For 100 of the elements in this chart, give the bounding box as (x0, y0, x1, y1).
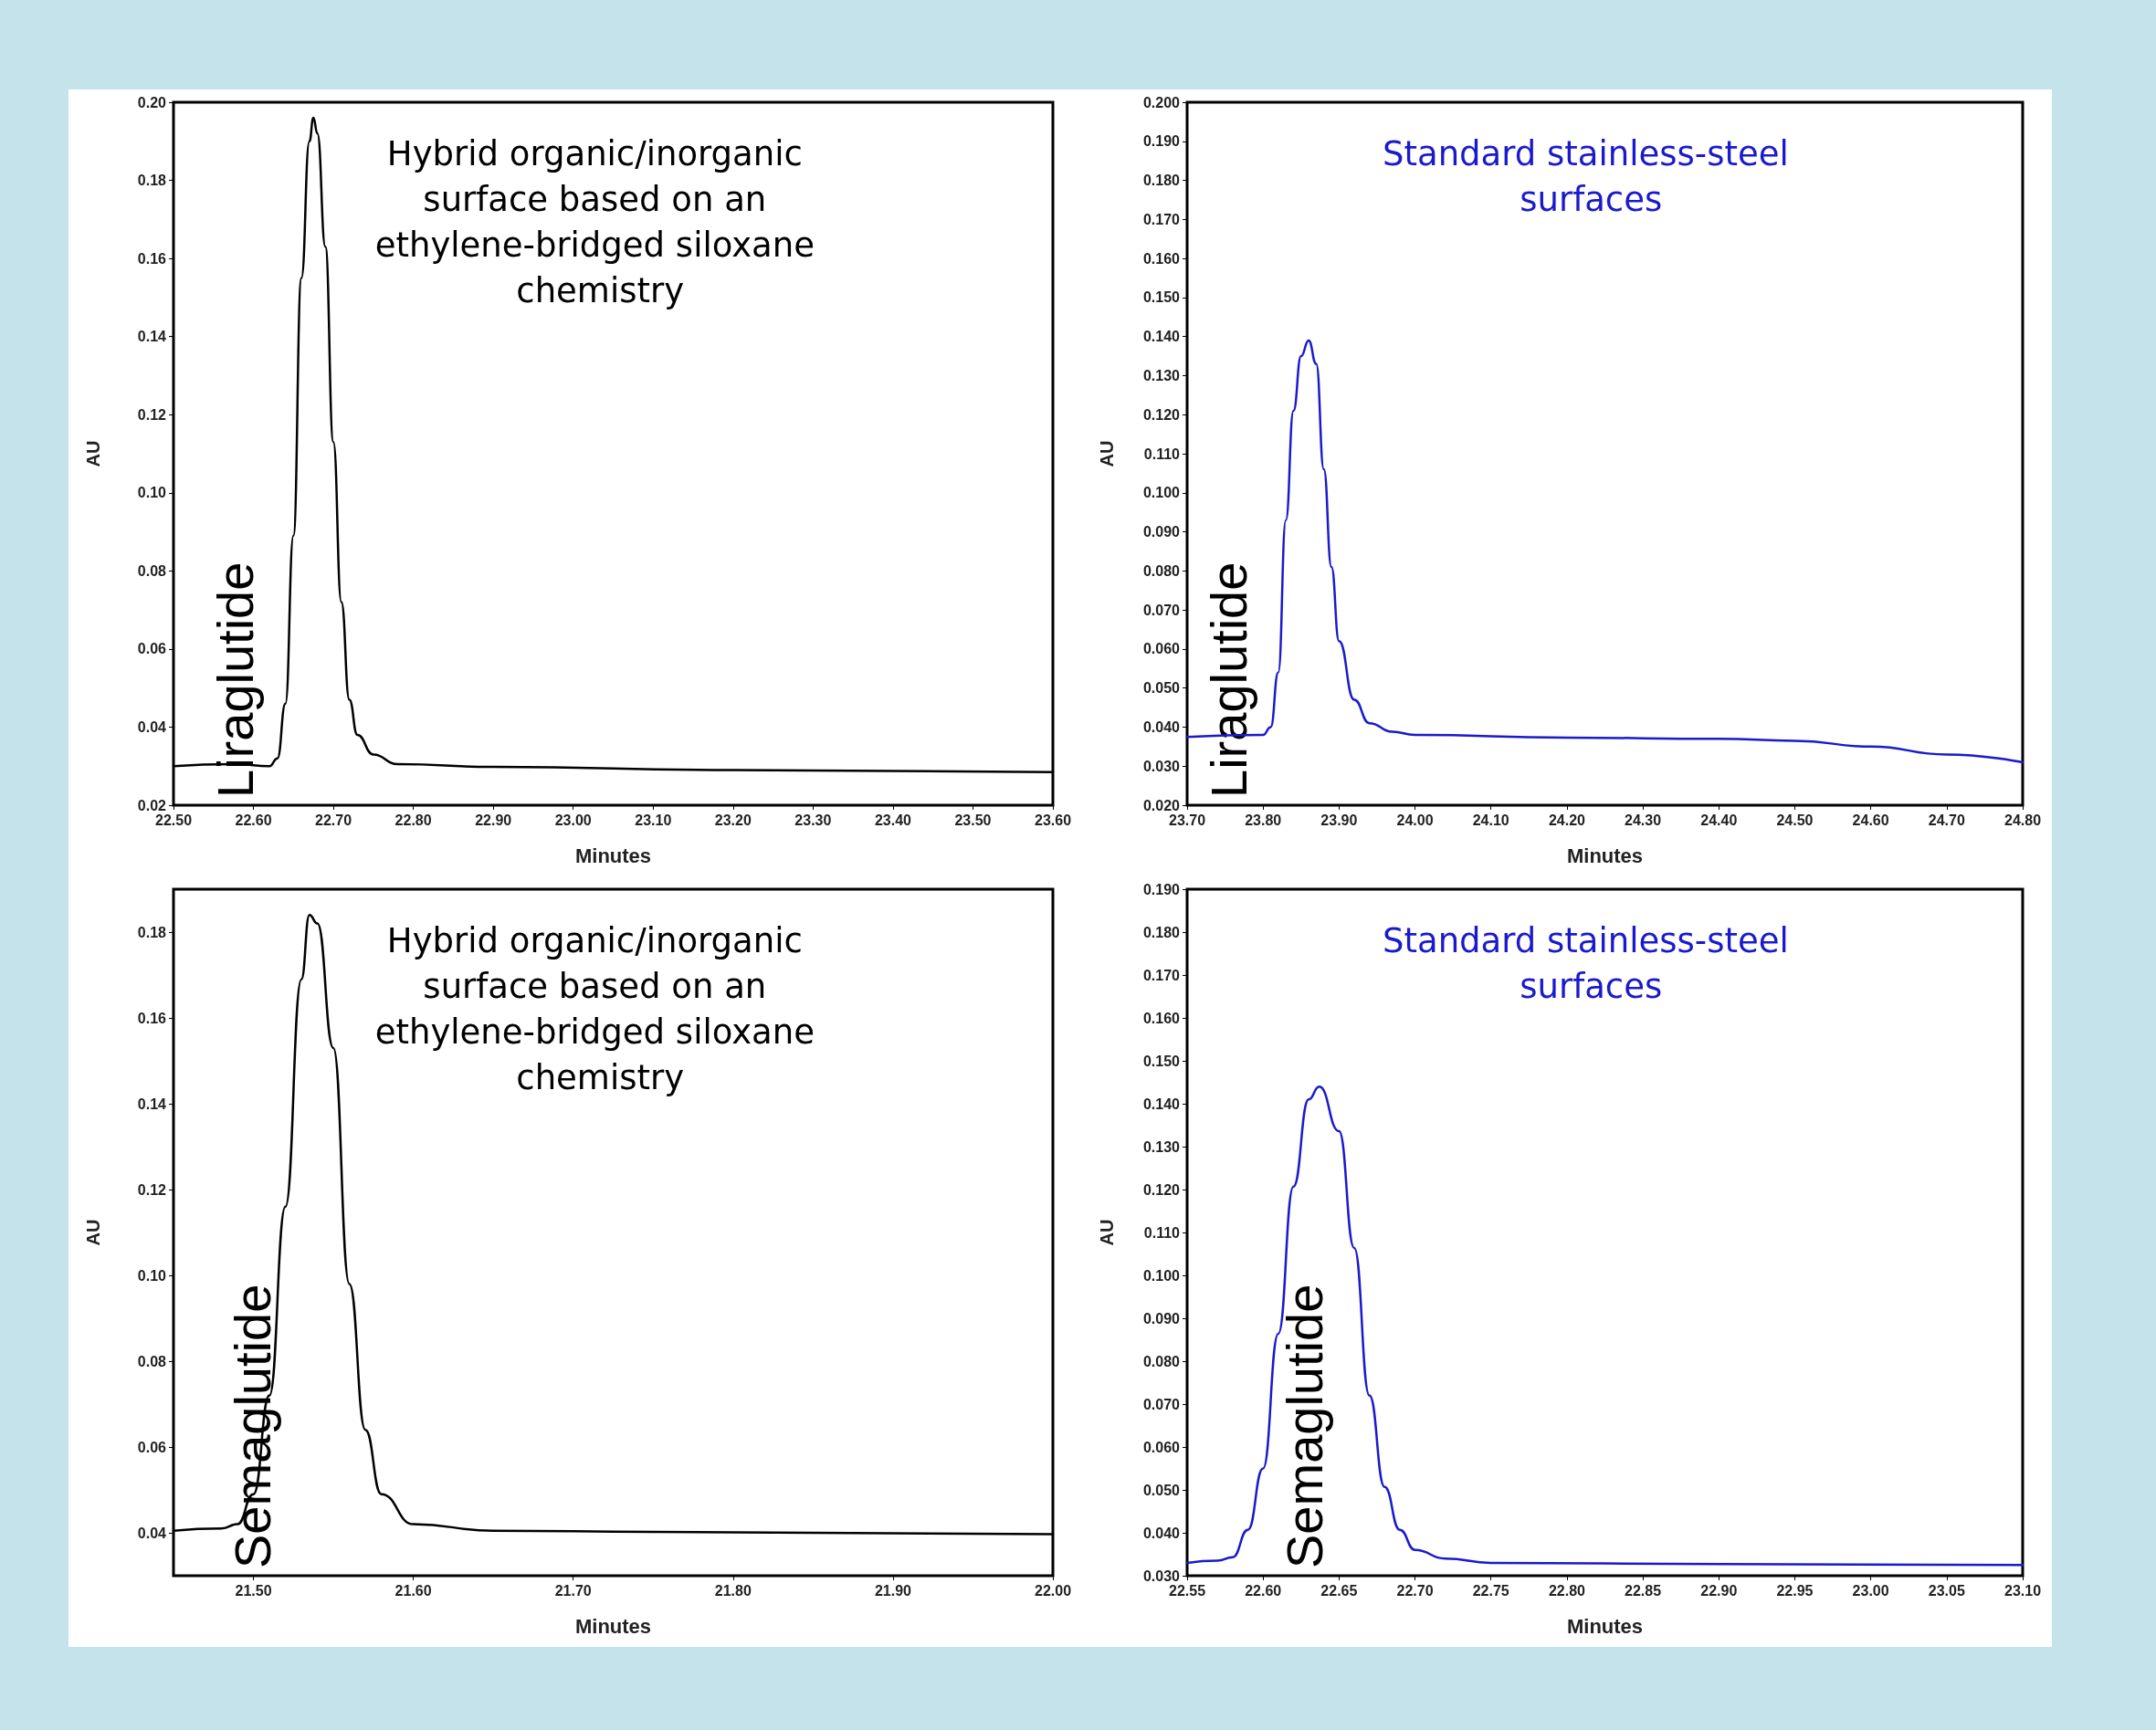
y-tick-label: 0.06 (137, 1439, 167, 1455)
x-tick-label: 24.00 (1396, 812, 1434, 828)
y-tick-label: 0.10 (137, 1267, 167, 1284)
y-tick-label: 0.070 (1142, 1396, 1181, 1412)
y-tick-label: 0.04 (137, 1525, 167, 1541)
y-axis-title: AU (83, 440, 103, 467)
text: Hybrid organic/inorganic surface based on an ethylene-bridged siloxane chemistry (374, 920, 826, 1097)
y-tick-label: 0.18 (137, 173, 167, 189)
y-tick-label: 0.180 (1142, 924, 1181, 940)
y-tick-label: 0.060 (1142, 641, 1181, 657)
y-tick-label: 0.040 (1142, 1525, 1181, 1541)
x-tick-label: 22.80 (394, 812, 432, 828)
x-tick-label: 23.90 (1320, 812, 1358, 828)
x-tick-label: 23.10 (2004, 1582, 2042, 1599)
text: Standard stainless-steel surfaces (1382, 920, 1800, 1006)
y-tick-label: 0.090 (1142, 1310, 1181, 1326)
y-tick-label: 0.130 (1142, 367, 1181, 383)
y-tick-label: 0.14 (137, 329, 167, 345)
x-axis-title: Minutes (574, 1614, 652, 1638)
x-tick-label: 24.80 (2004, 812, 2042, 828)
y-tick-label: 0.160 (1142, 1010, 1181, 1026)
y-tick-label: 0.110 (1143, 446, 1181, 462)
y-tick-label: 0.170 (1142, 211, 1181, 227)
x-axis-title: Minutes (574, 844, 652, 867)
y-tick-label: 0.190 (1142, 881, 1181, 897)
y-tick-label: 0.120 (1142, 406, 1181, 423)
x-tick-label: 23.50 (954, 812, 992, 828)
y-tick-label: 0.050 (1142, 1482, 1181, 1498)
x-tick-label: 24.50 (1776, 812, 1814, 828)
y-tick-label: 0.080 (1142, 1353, 1181, 1369)
x-tick-label: 22.00 (1034, 1582, 1072, 1599)
text: Standard stainless-steel surfaces (1382, 133, 1800, 219)
y-tick-label: 0.10 (137, 485, 167, 501)
x-tick-label: 23.20 (714, 812, 752, 828)
x-tick-label: 22.95 (1776, 1582, 1814, 1599)
annotation: Liraglutide (205, 561, 264, 798)
y-tick-label: 0.030 (1142, 1567, 1181, 1584)
annotation: Semaglutide (1275, 1284, 1333, 1568)
y-tick-label: 0.02 (137, 797, 167, 813)
y-tick-label: 0.20 (137, 94, 167, 110)
y-tick-label: 0.200 (1142, 94, 1181, 110)
x-tick-label: 23.30 (794, 812, 832, 828)
text: Hybrid organic/inorganic surface based on an ethylene-bridged siloxane chemistry (374, 133, 826, 310)
y-tick-label: 0.08 (137, 1353, 167, 1369)
x-tick-label: 23.00 (1852, 1582, 1889, 1599)
y-tick-label: 0.120 (1142, 1181, 1181, 1198)
y-tick-label: 0.12 (137, 406, 167, 423)
y-axis-title: AU (1097, 1219, 1117, 1246)
y-tick-label: 0.18 (137, 924, 167, 940)
x-tick-label: 23.70 (1168, 812, 1206, 828)
y-tick-label: 0.030 (1142, 758, 1181, 774)
x-tick-label: 22.90 (475, 812, 512, 828)
x-tick-label: 22.70 (315, 812, 352, 828)
y-tick-label: 0.150 (1142, 289, 1181, 306)
line-series (1185, 1085, 2025, 1567)
y-tick-label: 0.070 (1142, 602, 1181, 618)
y-tick-label: 0.140 (1142, 1096, 1181, 1112)
y-tick-label: 0.110 (1143, 1224, 1181, 1241)
x-tick-label: 24.60 (1852, 812, 1889, 828)
annotation: Semaglutide (224, 1284, 282, 1568)
y-tick-label: 0.080 (1142, 562, 1181, 579)
x-tick-label: 24.30 (1625, 812, 1662, 828)
y-tick-label: 0.180 (1142, 173, 1181, 189)
y-tick-label: 0.16 (137, 250, 167, 267)
x-tick-label: 21.80 (714, 1582, 752, 1599)
y-tick-label: 0.040 (1142, 718, 1181, 735)
x-axis-title: Minutes (1566, 1614, 1644, 1638)
x-tick-label: 21.90 (874, 1582, 912, 1599)
y-tick-label: 0.100 (1142, 1267, 1181, 1284)
y-tick-label: 0.16 (137, 1010, 167, 1026)
x-tick-label: 24.20 (1548, 812, 1586, 828)
x-tick-label: 24.40 (1700, 812, 1738, 828)
y-axis-title: AU (1097, 440, 1117, 467)
y-tick-label: 0.06 (137, 641, 167, 657)
x-tick-label: 24.10 (1472, 812, 1509, 828)
y-tick-label: 0.060 (1142, 1439, 1181, 1455)
x-tick-label: 21.70 (554, 1582, 592, 1599)
y-tick-label: 0.090 (1142, 524, 1181, 540)
x-tick-label: 23.10 (635, 812, 672, 828)
annotation: Liraglutide (1200, 561, 1258, 798)
y-axis-title: AU (83, 1219, 103, 1246)
x-tick-label: 22.90 (1700, 1582, 1738, 1599)
y-tick-label: 0.160 (1142, 250, 1181, 267)
y-tick-label: 0.050 (1142, 680, 1181, 697)
y-tick-label: 0.190 (1142, 133, 1181, 150)
x-tick-label: 23.40 (874, 812, 912, 828)
x-tick-label: 22.80 (1548, 1582, 1586, 1599)
x-tick-label: 23.60 (1034, 812, 1072, 828)
y-tick-label: 0.04 (137, 718, 167, 735)
y-tick-label: 0.020 (1142, 797, 1181, 813)
x-tick-label: 24.70 (1928, 812, 1965, 828)
y-tick-label: 0.150 (1142, 1053, 1181, 1069)
y-tick-label: 0.140 (1142, 329, 1181, 345)
y-tick-label: 0.08 (137, 562, 167, 579)
x-tick-label: 22.70 (1396, 1582, 1434, 1599)
x-tick-label: 23.05 (1928, 1582, 1965, 1599)
y-tick-label: 0.14 (137, 1096, 167, 1112)
x-tick-label: 22.60 (1245, 1582, 1282, 1599)
x-tick-label: 22.65 (1320, 1582, 1358, 1599)
y-tick-label: 0.100 (1142, 485, 1181, 501)
